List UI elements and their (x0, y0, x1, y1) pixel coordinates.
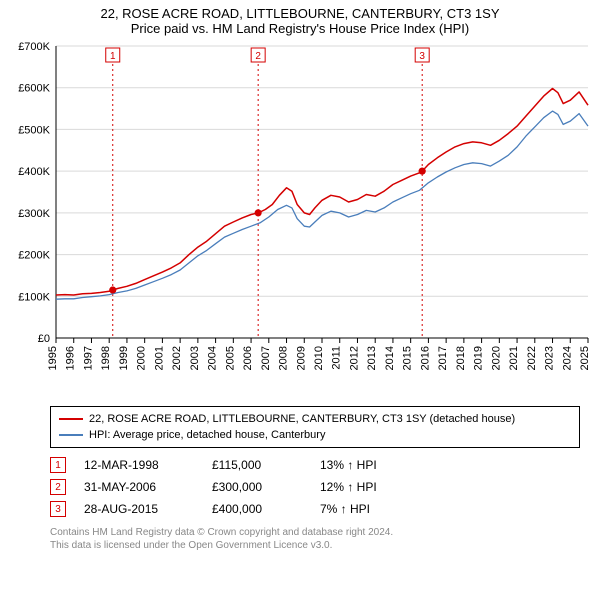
footer-line-1: Contains HM Land Registry data © Crown c… (50, 526, 580, 539)
chart-title: 22, ROSE ACRE ROAD, LITTLEBOURNE, CANTER… (0, 0, 600, 38)
x-tick-label: 2001 (153, 346, 165, 370)
x-tick-label: 2019 (473, 346, 485, 370)
x-tick-label: 2014 (384, 346, 396, 370)
title-line-2: Price paid vs. HM Land Registry's House … (0, 21, 600, 36)
x-tick-label: 2007 (260, 346, 272, 370)
x-tick-label: 2008 (278, 346, 290, 370)
x-tick-label: 1998 (100, 346, 112, 370)
event-marker-label: 2 (255, 51, 261, 62)
x-tick-label: 1995 (47, 346, 59, 370)
event-price: £300,000 (212, 480, 302, 494)
y-tick-label: £100K (18, 291, 50, 303)
y-tick-label: £200K (18, 250, 50, 262)
x-tick-label: 2012 (348, 346, 360, 370)
event-row: 3 28-AUG-2015 £400,000 7% ↑ HPI (50, 498, 580, 520)
legend-item: HPI: Average price, detached house, Cant… (59, 427, 571, 443)
x-tick-label: 2010 (313, 346, 325, 370)
event-price: £400,000 (212, 502, 302, 516)
footer-line-2: This data is licensed under the Open Gov… (50, 539, 580, 552)
x-tick-label: 2021 (508, 346, 520, 370)
legend-item: 22, ROSE ACRE ROAD, LITTLEBOURNE, CANTER… (59, 411, 571, 427)
x-tick-label: 2011 (331, 346, 343, 370)
x-tick-label: 2022 (526, 346, 538, 370)
footer-attribution: Contains HM Land Registry data © Crown c… (50, 526, 580, 552)
event-marker-icon: 1 (50, 457, 66, 473)
x-tick-label: 1997 (82, 346, 94, 370)
event-price: £115,000 (212, 458, 302, 472)
x-tick-label: 1999 (118, 346, 130, 370)
x-tick-label: 2025 (579, 346, 591, 370)
x-tick-label: 1996 (65, 346, 77, 370)
x-tick-label: 2000 (136, 346, 148, 370)
x-tick-label: 2015 (402, 346, 414, 370)
event-row: 2 31-MAY-2006 £300,000 12% ↑ HPI (50, 476, 580, 498)
event-marker-icon: 3 (50, 501, 66, 517)
event-delta: 7% ↑ HPI (320, 502, 430, 516)
x-tick-label: 2003 (189, 346, 201, 370)
y-tick-label: £300K (18, 208, 50, 220)
y-tick-label: £500K (18, 124, 50, 136)
x-tick-label: 2018 (455, 346, 467, 370)
legend-label: 22, ROSE ACRE ROAD, LITTLEBOURNE, CANTER… (89, 413, 515, 425)
event-marker-icon: 2 (50, 479, 66, 495)
event-date: 12-MAR-1998 (84, 458, 194, 472)
x-tick-label: 2024 (561, 346, 573, 370)
legend-label: HPI: Average price, detached house, Cant… (89, 429, 325, 441)
x-tick-label: 2020 (490, 346, 502, 370)
x-tick-label: 2016 (419, 346, 431, 370)
x-tick-label: 2023 (544, 346, 556, 370)
x-tick-label: 2002 (171, 346, 183, 370)
event-row: 1 12-MAR-1998 £115,000 13% ↑ HPI (50, 454, 580, 476)
event-date: 31-MAY-2006 (84, 480, 194, 494)
y-tick-label: £400K (18, 166, 50, 178)
event-delta: 13% ↑ HPI (320, 458, 430, 472)
chart: £0 £100K £200K £300K £400K £500K £600K £700K 199… (0, 38, 600, 398)
title-line-1: 22, ROSE ACRE ROAD, LITTLEBOURNE, CANTER… (0, 6, 600, 21)
event-marker-label: 1 (110, 51, 116, 62)
y-tick-label: £0 (38, 333, 50, 345)
legend-swatch (59, 418, 83, 420)
event-table: 1 12-MAR-1998 £115,000 13% ↑ HPI 2 31-MAY-200… (50, 454, 580, 520)
x-tick-label: 2006 (242, 346, 254, 370)
y-tick-label: £600K (18, 83, 50, 95)
legend-swatch (59, 434, 83, 436)
y-tick-label: £700K (18, 41, 50, 53)
event-date: 28-AUG-2015 (84, 502, 194, 516)
x-tick-label: 2013 (366, 346, 378, 370)
x-tick-label: 2004 (207, 346, 219, 370)
x-tick-label: 2005 (224, 346, 236, 370)
legend: 22, ROSE ACRE ROAD, LITTLEBOURNE, CANTER… (50, 406, 580, 448)
event-marker-label: 3 (419, 51, 425, 62)
x-tick-label: 2017 (437, 346, 449, 370)
x-tick-label: 2009 (295, 346, 307, 370)
event-delta: 12% ↑ HPI (320, 480, 430, 494)
